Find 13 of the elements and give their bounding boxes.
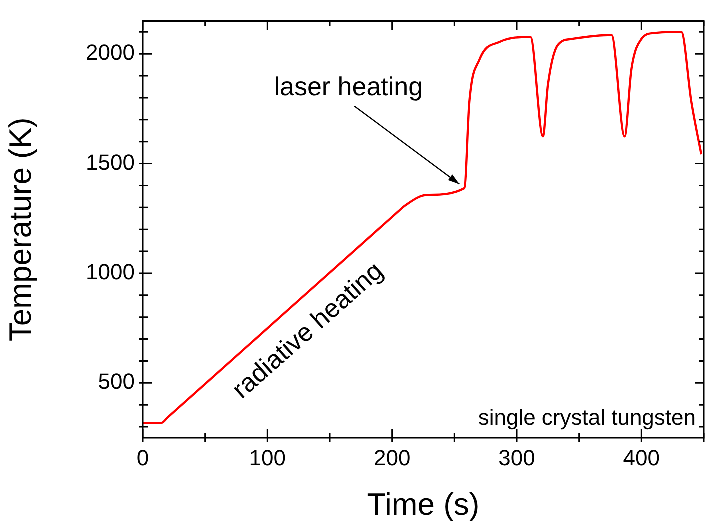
annotation: laser heating: [274, 72, 424, 102]
y-tick-label: 1500: [86, 150, 135, 175]
x-tick-label: 400: [623, 445, 660, 470]
y-tick-label: 2000: [86, 40, 135, 66]
x-axis-title: Time (s): [367, 486, 480, 522]
y-tick-label: 500: [98, 369, 135, 394]
y-axis-title: Temperature (K): [3, 118, 38, 342]
annotation: single crystal tungsten: [478, 405, 696, 430]
y-tick-label: 1000: [86, 260, 135, 285]
x-tick-label: 100: [249, 445, 286, 470]
x-tick-label: 200: [374, 445, 411, 470]
x-tick-label: 0: [136, 445, 150, 470]
x-tick-label: 300: [498, 445, 536, 470]
